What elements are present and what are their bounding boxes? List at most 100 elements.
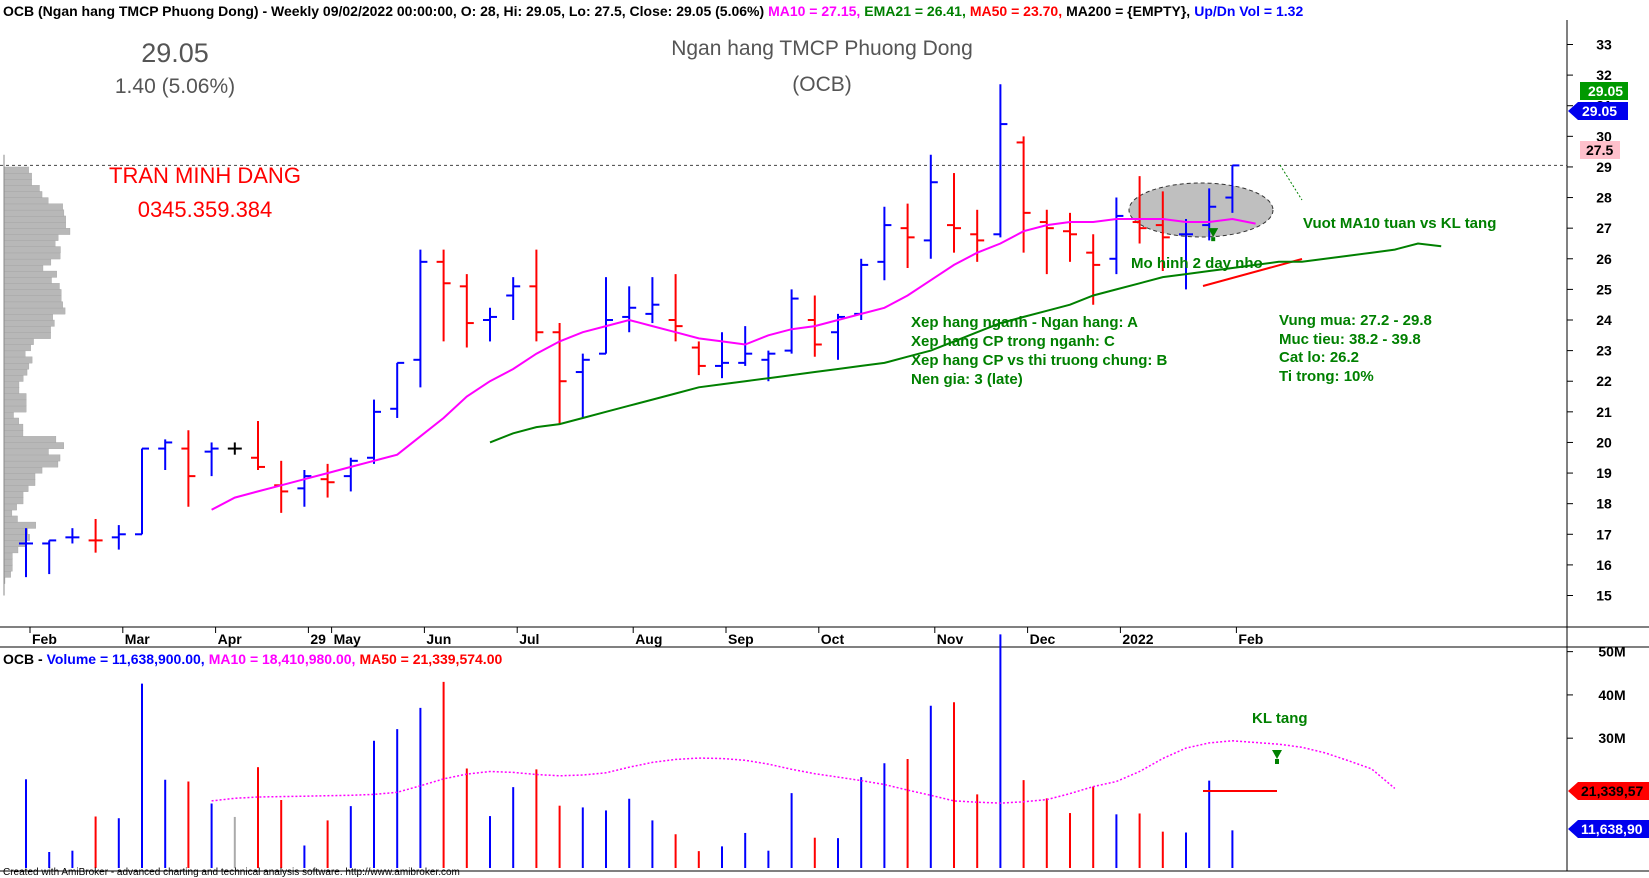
volume-profile-bin xyxy=(3,393,27,401)
ohlc-bar xyxy=(1225,164,1240,213)
volume-profile-bin xyxy=(3,430,24,437)
badge-vol-last: 11,638,90 xyxy=(1568,820,1649,838)
badge-close-blue-text: 29.05 xyxy=(1582,103,1617,119)
ohlc-bar xyxy=(42,539,57,575)
price-axis-label: 23 xyxy=(1596,343,1612,359)
ohlc-bar xyxy=(1016,136,1031,253)
ema21-line xyxy=(489,242,1442,444)
header-updn: Up/Dn Vol = 1.32 xyxy=(1194,3,1303,19)
volume-profile-bin xyxy=(3,552,13,560)
volume-profile-bin xyxy=(3,179,32,186)
author-phone: 0345.359.384 xyxy=(138,197,273,222)
volume-profile-bin xyxy=(3,246,61,254)
volume-profile-bin xyxy=(3,338,34,345)
volume-profile-bin xyxy=(3,295,62,303)
header-prefix: OCB (Ngan hang TMCP Phuong Dong) - Weekl… xyxy=(3,3,768,19)
badge-vol-last-text: 11,638,90 xyxy=(1581,821,1643,837)
time-axis: Feb Mar Apr 29 May Jun Jul Aug Sep Oct Nov Dec 2022 F… xyxy=(29,627,1263,647)
moving-average-lines xyxy=(211,217,1442,511)
arrow-markers xyxy=(1208,228,1282,764)
header-ma200: MA200 = {EMPTY}, xyxy=(1066,3,1190,19)
price-axis-label: 18 xyxy=(1596,496,1612,512)
ohlc-bar xyxy=(111,525,126,550)
volume-profile-bin xyxy=(3,460,59,468)
plan-line: Ti trong: 10% xyxy=(1279,368,1374,385)
volume-profile-bin xyxy=(3,240,56,247)
author-name: TRAN MINH DANG xyxy=(109,163,301,188)
price-bars xyxy=(19,84,1240,578)
badge-vol-ma50-text: 21,339,57 xyxy=(1581,783,1643,799)
volume-profile-bin xyxy=(3,307,66,315)
volume-profile-bin xyxy=(3,234,59,241)
breakout-dotted-line xyxy=(1279,164,1303,201)
ohlc-bar xyxy=(158,439,173,470)
price-axis-label: 15 xyxy=(1596,588,1612,604)
volume-profile-bin xyxy=(3,215,66,223)
time-axis-label: 29 xyxy=(310,631,326,647)
badge-close-top: 29.05 xyxy=(1580,82,1628,100)
vol-header-volume: Volume = 11,638,900.00, xyxy=(47,651,205,667)
volume-profile-bin xyxy=(3,172,32,180)
volume-profile-bin xyxy=(3,479,36,486)
ratings-block: Xep hang nganh - Ngan hang: A Xep hang C… xyxy=(911,314,1168,388)
rating-line: Xep hang CP trong nganh: C xyxy=(911,333,1115,350)
volume-ma10-line xyxy=(211,740,1396,804)
ohlc-bar xyxy=(947,173,961,253)
badge-close-top-text: 29.05 xyxy=(1588,83,1623,99)
ohlc-bar xyxy=(1132,176,1147,244)
time-axis-label: Jul xyxy=(519,631,539,647)
ohlc-bar xyxy=(413,249,428,388)
price-axis-label: 27 xyxy=(1596,220,1612,236)
volume-profile-bin xyxy=(3,387,20,394)
volume-profile-bin xyxy=(3,546,19,554)
time-axis-label: Nov xyxy=(937,631,964,647)
ohlc-bar xyxy=(436,249,451,342)
price-axis-label: 21 xyxy=(1596,404,1612,420)
volume-profile-bin xyxy=(3,485,29,492)
time-axis-label: Jun xyxy=(426,631,451,647)
ohlc-bar xyxy=(622,286,637,333)
volume-profile-bin xyxy=(3,515,18,523)
badge-vol-ma50: 21,339,57 xyxy=(1568,782,1649,800)
price-axis-label: 24 xyxy=(1596,312,1612,328)
ohlc-bar xyxy=(993,84,1008,238)
plan-line: Vung mua: 27.2 - 29.8 xyxy=(1279,312,1432,329)
pattern-note: Mo hinh 2 day nho xyxy=(1131,255,1263,272)
volume-axis-label: 30M xyxy=(1598,730,1625,746)
ohlc-bar xyxy=(645,277,660,324)
ohlc-bar xyxy=(343,457,358,492)
volume-profile-bin xyxy=(3,411,14,419)
ohlc-bar xyxy=(1039,209,1054,275)
volume-profile-bin xyxy=(3,503,17,511)
green-arrow-stem xyxy=(1211,237,1216,242)
ohlc-bar xyxy=(575,353,590,418)
volume-profile-bin xyxy=(3,270,57,278)
rating-line: Xep hang nganh - Ngan hang: A xyxy=(911,314,1138,331)
volume-profile-bin xyxy=(3,264,44,272)
ohlc-bar xyxy=(227,442,242,455)
price-axis-label: 26 xyxy=(1596,251,1612,267)
ohlc-bar xyxy=(831,313,845,360)
price-axis-label: 19 xyxy=(1596,465,1612,481)
ohlc-bar xyxy=(877,206,892,281)
price-axis-label: 17 xyxy=(1596,526,1612,542)
ohlc-bar xyxy=(668,274,683,342)
ohlc-bar xyxy=(1179,218,1193,290)
volume-profile-bin xyxy=(3,197,49,205)
time-axis-label: Mar xyxy=(125,631,150,647)
vol-header-prefix: OCB - xyxy=(3,651,47,667)
ohlc-bar xyxy=(691,341,706,376)
volume-profile-bin xyxy=(3,491,24,499)
volume-profile-bin xyxy=(3,325,51,333)
volume-profile-bin xyxy=(3,509,13,517)
volume-profile-bin xyxy=(3,381,20,388)
ohlc-bar xyxy=(320,463,335,498)
volume-ma-line xyxy=(211,740,1396,804)
trade-plan-block: Vung mua: 27.2 - 29.8 Muc tieu: 38.2 - 3… xyxy=(1279,312,1432,385)
ohlc-bar xyxy=(483,307,497,342)
volume-profile-bin xyxy=(3,472,36,480)
volume-profile-bin xyxy=(3,368,28,376)
volume-profile-bin xyxy=(3,332,51,339)
time-axis-label: 2022 xyxy=(1122,631,1153,647)
